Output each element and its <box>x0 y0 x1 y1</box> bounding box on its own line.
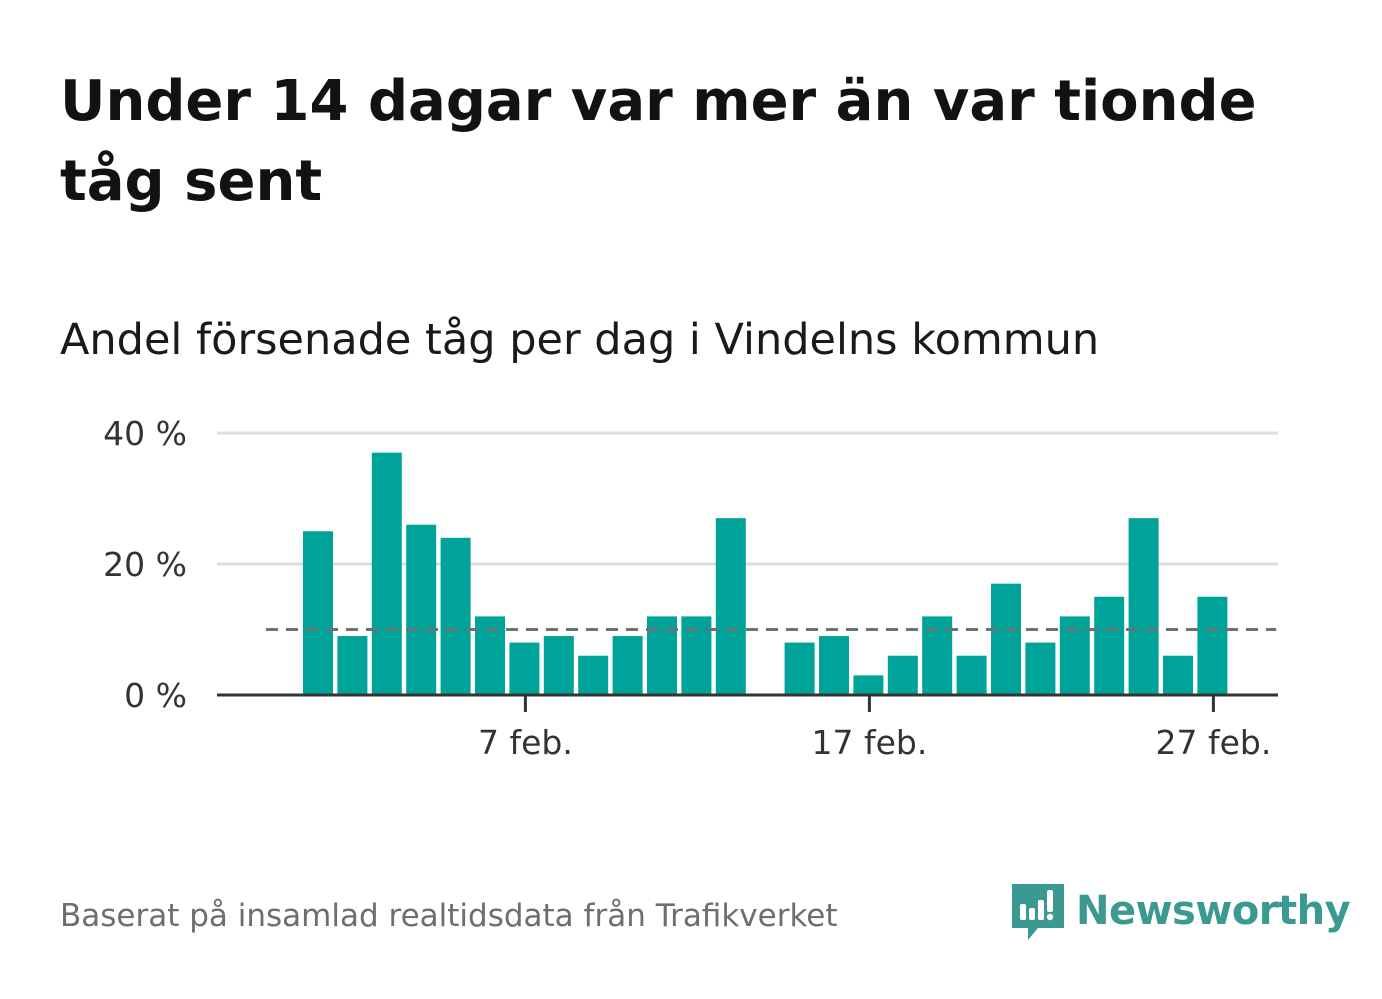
y-axis-labels: 0 % 20 % 40 % <box>103 414 187 715</box>
source-note: Baserat på insamlad realtidsdata från Tr… <box>60 898 838 934</box>
bar <box>509 642 540 695</box>
bar <box>1163 655 1193 695</box>
bar <box>1094 596 1125 695</box>
bar <box>303 531 333 695</box>
bar <box>819 636 849 695</box>
bar <box>1128 518 1159 695</box>
bar <box>887 655 918 695</box>
y-tick-label: 40 % <box>103 414 187 453</box>
bar <box>853 675 884 695</box>
x-axis-labels: 7 feb. 17 feb. 27 feb. <box>478 723 1271 762</box>
bar <box>337 636 368 695</box>
y-tick-label: 20 % <box>103 545 187 584</box>
bar <box>406 524 437 695</box>
y-tick-label: 0 % <box>124 676 187 715</box>
x-tick-label: 27 feb. <box>1155 723 1271 762</box>
chart-title: Under 14 dagar var mer än var tionde tåg… <box>60 69 1257 214</box>
chart-subtitle: Andel försenade tåg per dag i Vindelns k… <box>60 315 1100 365</box>
brand-name: Newsworthy <box>1076 888 1351 934</box>
newsworthy-chart-bubble-icon <box>1012 884 1064 940</box>
bar <box>612 636 643 695</box>
bar <box>1197 596 1228 695</box>
bar <box>784 642 815 695</box>
bar <box>991 583 1021 695</box>
bar <box>371 452 402 695</box>
x-axis <box>217 693 1278 712</box>
x-tick-label: 17 feb. <box>811 723 927 762</box>
bar <box>440 537 471 695</box>
bar <box>1025 642 1056 695</box>
bar <box>578 655 609 695</box>
x-tick-label: 7 feb. <box>478 723 573 762</box>
bar-chart: 0 % 20 % 40 % 7 feb. 17 feb. 27 feb. <box>103 414 1278 762</box>
bar <box>956 655 987 695</box>
bar <box>543 636 574 695</box>
bars <box>303 452 1228 695</box>
bar <box>715 518 746 695</box>
newsworthy-logo[interactable]: Newsworthy <box>1010 876 1351 946</box>
